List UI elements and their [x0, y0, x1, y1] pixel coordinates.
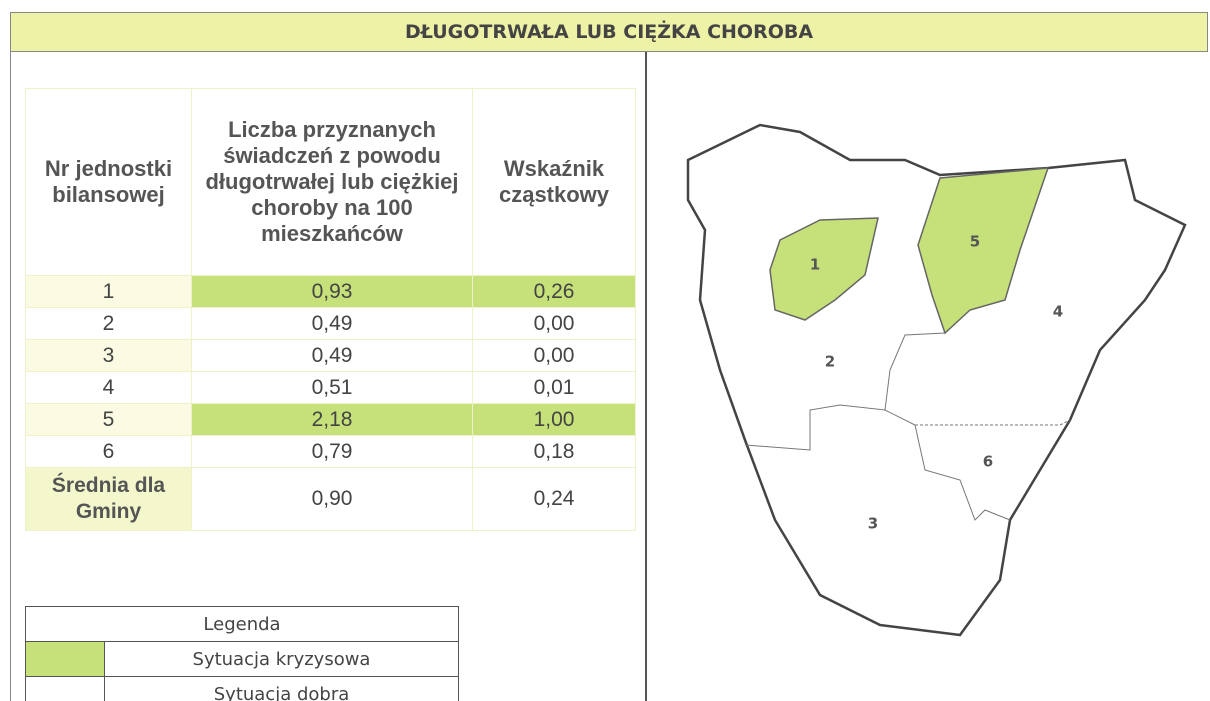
- table-cell: Średnia dla Gminy: [25, 467, 192, 531]
- table-cell: 6: [25, 435, 192, 468]
- table-cell: 2: [25, 307, 192, 340]
- region-label: 5: [970, 233, 980, 251]
- legend-title: Legenda: [25, 606, 459, 642]
- region-label: 4: [1053, 303, 1063, 321]
- table-cell: 0,01: [472, 371, 636, 404]
- table-row: 5 2,18 1,00: [25, 403, 636, 436]
- legend-row: Sytuacja kryzysowa: [25, 641, 459, 677]
- table-cell: 0,93: [191, 275, 473, 308]
- table-cell: 1: [25, 275, 192, 308]
- data-table: Nr jednostki bilansowej Liczba przyznany…: [25, 88, 636, 531]
- table-cell: 2,18: [191, 403, 473, 436]
- table-cell: 0,26: [472, 275, 636, 308]
- legend-swatch: [25, 641, 105, 677]
- header-row: Nr jednostki bilansowej Liczba przyznany…: [25, 88, 636, 276]
- region-label: 6: [983, 453, 993, 471]
- region-label: 2: [825, 353, 835, 371]
- region: [917, 167, 1050, 335]
- region-label: 3: [868, 515, 878, 533]
- divider: [645, 52, 647, 701]
- table-cell: 3: [25, 339, 192, 372]
- table-cell: 0,90: [191, 467, 473, 531]
- table-cell: 5: [25, 403, 192, 436]
- table-row: 4 0,51 0,01: [25, 371, 636, 404]
- region-label: 1: [810, 256, 820, 274]
- boundary: [744, 332, 946, 451]
- table-cell: 0,79: [191, 435, 473, 468]
- column-header: Nr jednostki bilansowej: [25, 88, 192, 276]
- column-header: Liczba przyznanych świadczeń z powodu dł…: [191, 88, 473, 276]
- legend-label: Sytuacja kryzysowa: [104, 641, 459, 677]
- table-cell: 1,00: [472, 403, 636, 436]
- legend: Legenda Sytuacja kryzysowa Sytuacja dobra: [25, 606, 459, 701]
- legend-row: Sytuacja dobra: [25, 676, 459, 701]
- table-row: 6 0,79 0,18: [25, 435, 636, 468]
- region: [769, 217, 879, 321]
- table-row: 3 0,49 0,00: [25, 339, 636, 372]
- legend-label: Sytuacja dobra: [104, 676, 459, 701]
- boundary: [915, 419, 1071, 426]
- table-cell: 0,51: [191, 371, 473, 404]
- table-cell: 0,00: [472, 339, 636, 372]
- table-cell: 0,24: [472, 467, 636, 531]
- table-row: 2 0,49 0,00: [25, 307, 636, 340]
- legend-swatch: [25, 676, 105, 701]
- table-cell: 0,49: [191, 307, 473, 340]
- table-row: 1 0,93 0,26: [25, 275, 636, 308]
- table-cell: 0,00: [472, 307, 636, 340]
- table-cell: 0,18: [472, 435, 636, 468]
- column-header: Wskaźnik cząstkowy: [472, 88, 636, 276]
- table-cell: 4: [25, 371, 192, 404]
- table-cell: 0,49: [191, 339, 473, 372]
- table-row: Średnia dla Gminy 0,90 0,24: [25, 467, 636, 531]
- header-title: DŁUGOTRWAŁA LUB CIĘŻKA CHOROBA: [10, 12, 1208, 52]
- map: 1 2 3 4 5 6: [686, 123, 1187, 637]
- border: [10, 52, 11, 701]
